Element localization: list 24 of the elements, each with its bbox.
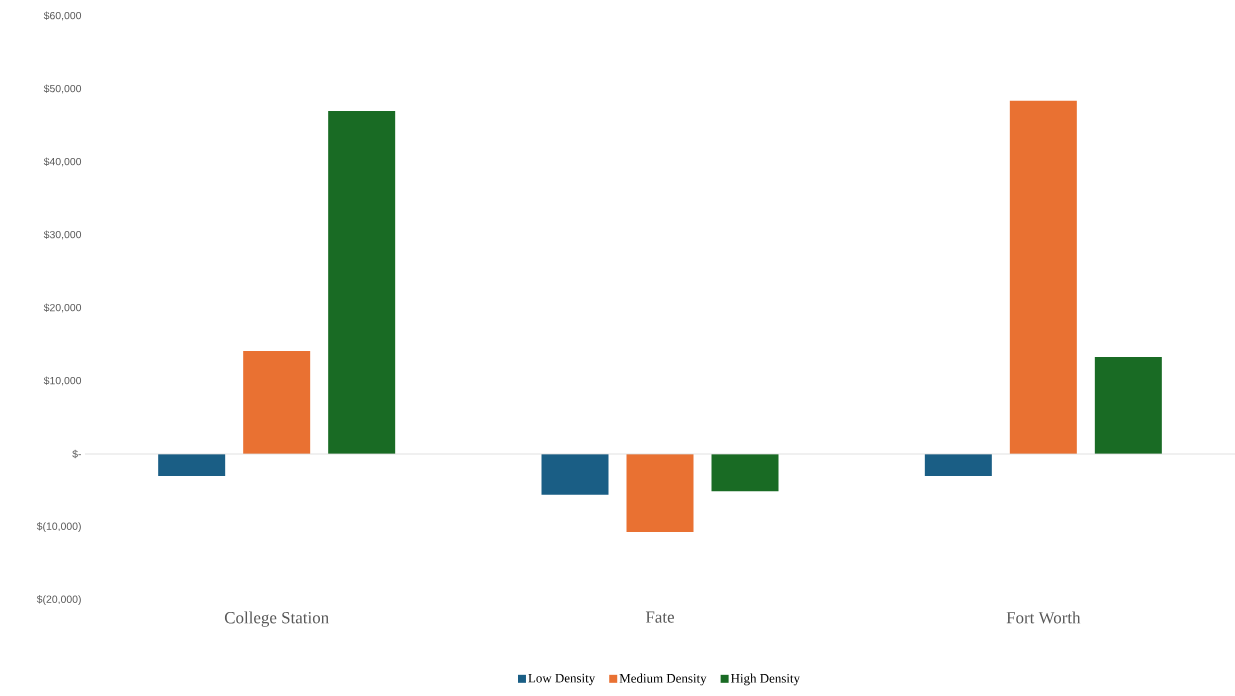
bar <box>711 453 779 492</box>
x-tick-label: Fort Worth <box>1006 611 1081 624</box>
y-tick-label: $- <box>72 449 82 459</box>
bar <box>243 351 311 454</box>
legend-label: Low Density <box>528 673 596 686</box>
y-tick-label: $60,000 <box>43 11 82 21</box>
bar <box>1009 100 1077 454</box>
y-tick-label: $(10,000) <box>36 522 81 532</box>
y-tick-label: $20,000 <box>43 303 82 313</box>
y-tick-label: $(20,000) <box>36 595 81 605</box>
bar <box>1094 356 1162 454</box>
bar <box>626 453 694 533</box>
x-tick-label: College Station <box>224 611 329 627</box>
y-tick-label: $10,000 <box>43 376 82 386</box>
y-tick-label: $30,000 <box>43 230 82 240</box>
bar <box>924 453 992 476</box>
bar <box>328 110 396 454</box>
bar <box>158 453 226 476</box>
legend-label: High Density <box>730 673 800 686</box>
y-tick-label: $50,000 <box>43 84 82 94</box>
legend-label: Medium Density <box>619 673 707 686</box>
x-tick-label: Fate <box>645 611 675 623</box>
bar <box>541 453 609 495</box>
y-tick-label: $40,000 <box>43 157 82 167</box>
